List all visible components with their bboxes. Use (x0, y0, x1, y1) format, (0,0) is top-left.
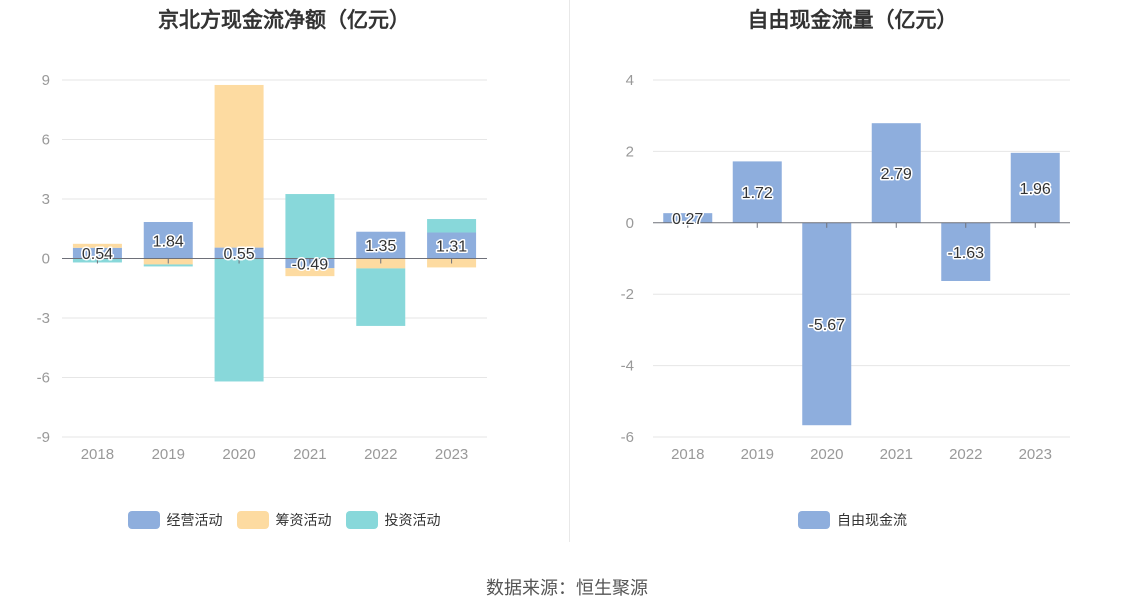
legend-label: 筹资活动 (275, 512, 332, 528)
y-tick-label: 6 (42, 132, 50, 149)
bar-0-2018 (72, 247, 122, 259)
x-tick-label: 2019 (152, 446, 185, 463)
data-label: 0.27 (672, 211, 703, 228)
bar-2022 (941, 222, 991, 281)
cash-flow-net-chart: 9 6 3 0 -3 -6 -9 2018 2019 2020 2021 2022 2023 0.54 1.… (37, 72, 487, 463)
y-tick-label: -6 (621, 429, 634, 446)
x-tick-label: 2018 (671, 446, 704, 463)
x-tick-label: 2022 (949, 446, 982, 463)
legend-label: 自由现金流 (837, 512, 907, 528)
bar-2-2019 (143, 264, 193, 267)
bar-2021 (871, 123, 921, 223)
bar-2023 (1010, 152, 1060, 223)
legend-label: 经营活动 (166, 512, 223, 528)
cash-flow-net-panel: 京北方现金流净额（亿元） 9 6 3 0 -3 -6 -9 2018 2019 2020 2021 2… (0, 0, 568, 545)
y-tick-label: 3 (42, 191, 50, 208)
data-label: -0.49 (292, 256, 329, 273)
y-tick-label: 0 (42, 251, 50, 268)
x-tick-label: 2018 (81, 446, 114, 463)
bar-1-2020 (214, 84, 264, 248)
bar-0-2023 (427, 232, 477, 259)
bar-2018 (663, 213, 713, 223)
legend-label: 投资活动 (384, 512, 441, 528)
legend: 经营活动 筹资活动 投资活动 (0, 510, 568, 530)
legend: 自由现金流 (571, 510, 1134, 530)
x-tick-label: 2019 (741, 446, 774, 463)
bar-1-2021 (285, 268, 335, 277)
chart-title: 自由现金流量（亿元） (747, 9, 958, 32)
y-tick-label: 4 (626, 72, 634, 89)
data-label: 0.54 (82, 246, 113, 263)
legend-item[interactable]: 投资活动 (345, 510, 441, 530)
data-label: -5.67 (809, 317, 846, 334)
x-tick-label: 2021 (880, 446, 913, 463)
x-tick-label: 2023 (435, 446, 468, 463)
data-label: 1.35 (365, 238, 396, 255)
legend-swatch (345, 511, 378, 529)
source-note: 数据来源：恒生聚源 (486, 578, 648, 598)
data-label: 1.96 (1020, 181, 1051, 198)
y-tick-label: -6 (37, 370, 50, 387)
data-label: 1.84 (153, 233, 184, 250)
bar-2-2020 (214, 258, 264, 382)
bar-2020 (802, 222, 852, 426)
x-tick-label: 2023 (1019, 446, 1052, 463)
y-tick-label: -4 (621, 358, 634, 375)
chart-title: 京北方现金流净额（亿元） (158, 9, 410, 32)
x-tick-label: 2020 (810, 446, 843, 463)
data-label: 1.72 (742, 185, 773, 202)
legend-item[interactable]: 经营活动 (127, 510, 223, 530)
free-cash-flow-chart: 4 2 0 -2 -4 -6 2018 2019 2020 2021 2022 2023 0.27 1.7… (621, 72, 1070, 463)
legend-item[interactable]: 筹资活动 (236, 510, 332, 530)
legend-swatch (798, 511, 830, 529)
bar-2019 (732, 161, 782, 223)
bar-2-2021 (285, 194, 335, 259)
x-tick-label: 2021 (293, 446, 326, 463)
y-tick-label: -9 (37, 429, 50, 446)
x-tick-label: 2022 (364, 446, 397, 463)
bar-1-2018 (72, 243, 122, 248)
bar-2-2023 (427, 219, 477, 233)
y-tick-label: -2 (621, 286, 634, 303)
bar-0-2022 (356, 231, 406, 259)
data-label: -1.63 (948, 245, 985, 262)
y-tick-label: 0 (626, 215, 634, 232)
legend-item[interactable]: 自由现金流 (798, 510, 907, 530)
data-label: 0.55 (224, 246, 255, 263)
bar-0-2019 (143, 222, 193, 259)
legend-swatch (127, 511, 160, 529)
data-label: 2.79 (881, 166, 912, 183)
y-tick-label: 2 (626, 143, 634, 160)
bar-2-2022 (356, 268, 406, 326)
y-tick-label: 9 (42, 72, 50, 89)
x-tick-label: 2020 (222, 446, 255, 463)
data-label: 1.31 (436, 239, 467, 256)
legend-swatch (236, 511, 269, 529)
panel-divider (569, 0, 570, 542)
free-cash-flow-panel: 自由现金流量（亿元） 4 2 0 -2 -4 -6 2018 2019 2020 2021 2022… (571, 0, 1134, 545)
bar-0-2020 (214, 247, 264, 259)
y-tick-label: -3 (37, 310, 50, 327)
